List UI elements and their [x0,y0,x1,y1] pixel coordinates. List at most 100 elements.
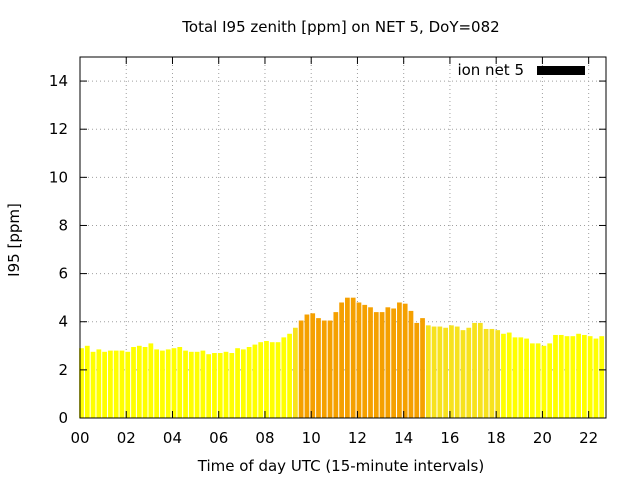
bar [587,336,593,418]
bar [142,347,148,418]
bar [570,336,576,418]
bar [512,337,518,418]
bar [154,349,160,418]
bar [281,337,287,418]
bar [345,297,350,418]
bar [443,327,449,418]
x-tick-label: 22 [579,429,598,447]
bar [298,320,304,418]
bar [310,313,316,418]
chart-title: Total I95 zenith [ppm] on NET 5, DoY=082 [181,18,499,36]
y-tick-label: 6 [58,265,68,283]
bar [414,322,420,418]
bar [460,330,466,418]
bar [160,350,165,418]
bar [316,318,321,418]
bar [194,351,200,418]
bar [466,327,472,418]
x-tick-label: 06 [209,429,228,447]
bar [402,303,408,418]
bar [223,351,229,418]
bar [212,353,217,418]
bar [206,354,212,418]
bar [368,307,373,418]
y-tick-label: 4 [58,313,68,331]
bar [495,330,501,418]
y-tick-label: 14 [49,72,68,90]
x-axis-ticks: 00 02 04 06 08 10 12 14 16 18 20 22 [70,57,598,447]
bar [125,351,131,418]
bar [119,350,125,418]
bar [356,302,362,418]
bar [177,347,183,418]
bar [200,350,206,418]
x-tick-label: 10 [302,429,321,447]
bar [553,334,558,418]
bar [524,338,529,418]
bar [217,353,223,418]
y-tick-label: 10 [49,168,68,186]
bar [148,343,154,418]
x-tick-label: 16 [440,429,459,447]
bar [258,342,264,418]
bar [96,349,102,418]
bar [350,297,356,418]
bar [287,333,292,418]
y-axis-label: I95 [ppm] [5,203,23,277]
bar [449,325,454,418]
bar [391,308,397,418]
bar [501,333,506,418]
x-tick-label: 02 [117,429,136,447]
bar [431,326,437,418]
bar [425,325,431,418]
bar [535,343,541,418]
bar [472,322,477,418]
legend-label: ion net 5 [457,61,524,79]
bar [541,345,547,418]
bar [235,348,240,418]
bar [304,314,310,418]
bar [564,336,570,418]
bar [483,328,489,418]
x-tick-label: 18 [487,429,506,447]
bar [373,312,379,418]
bar [229,353,235,418]
bar [165,349,171,418]
x-tick-label: 12 [348,429,367,447]
bar [90,351,96,418]
bar [477,322,483,418]
y-tick-label: 2 [58,361,68,379]
bar [558,334,564,418]
x-tick-label: 04 [163,429,182,447]
bar [252,344,258,418]
bar [362,304,368,418]
bar [518,337,524,418]
bar [84,345,90,418]
bars-group [79,297,605,418]
bar [240,349,246,418]
bar [102,351,107,418]
bar [593,338,599,418]
y-tick-label: 0 [58,409,68,427]
bar [246,347,252,418]
bar [292,327,298,418]
bar [547,343,553,418]
bar [599,336,605,418]
bar [136,345,142,418]
x-tick-label: 14 [394,429,413,447]
bar [113,350,119,418]
bar [131,347,136,418]
bar [529,343,535,418]
x-axis-label: Time of day UTC (15-minute intervals) [197,457,484,475]
x-tick-label: 00 [70,429,89,447]
y-tick-label: 8 [58,216,68,234]
plot-frame [79,56,607,419]
bar [582,334,587,418]
bar [437,326,443,418]
bar [339,302,344,418]
bar [333,312,339,418]
x-tick-label: 08 [255,429,274,447]
bar [171,348,177,418]
bar [275,342,281,418]
